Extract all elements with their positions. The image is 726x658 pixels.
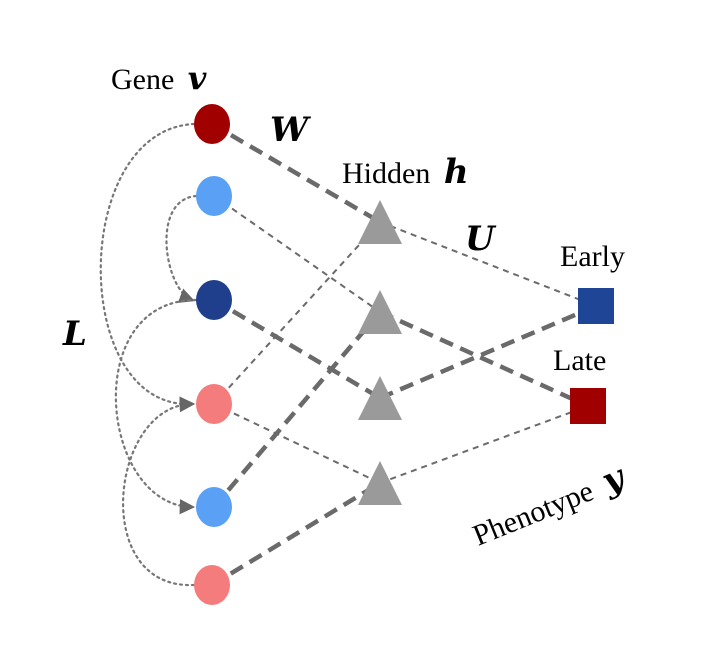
- edge-g4-h1: [213, 221, 381, 405]
- phenotype-word: Phenotype: [468, 474, 598, 552]
- hidden-node-h3: [358, 376, 402, 420]
- hidden-symbol: h: [444, 152, 469, 192]
- gene-symbol: v: [188, 59, 207, 97]
- hidden-word: Hidden: [342, 157, 430, 190]
- lateral-arrow-g3-g5: [114, 298, 198, 515]
- weight-w-label: W: [270, 110, 311, 150]
- nodes: [194, 104, 614, 605]
- lateral-arrow-g6-g4: [122, 396, 196, 587]
- phenotype-label: Phenotype y: [466, 457, 631, 555]
- gene-node-g1: [194, 104, 230, 144]
- gene-label: Gene v: [111, 59, 207, 97]
- edge-g4-h4: [213, 403, 381, 484]
- edge-g3-h3: [212, 298, 382, 400]
- lateral-arrow-g1-g4: [99, 122, 196, 413]
- gene-node-g4: [196, 384, 232, 424]
- early-label: Early: [560, 240, 625, 273]
- gene-node-g3: [196, 280, 232, 320]
- hidden-node-h2: [358, 290, 402, 334]
- svg-text:Phenotype y: Phenotype y: [466, 457, 631, 555]
- hidden-label: Hidden h: [342, 152, 469, 192]
- lateral-arrow-g2-g3: [165, 194, 198, 303]
- late-label: Late: [553, 344, 606, 377]
- edge-g5-h2: [212, 310, 382, 509]
- edge-h3-early: [379, 303, 597, 401]
- hidden-node-h4: [358, 461, 402, 505]
- edge-g1-h1: [210, 122, 382, 224]
- edge-g6-h4: [210, 481, 382, 587]
- edge-h4-late: [379, 405, 589, 484]
- output-node-late: [570, 388, 606, 424]
- weight-u-label: U: [465, 219, 497, 259]
- gene-node-g6: [194, 565, 230, 605]
- weight-connections: [210, 122, 597, 587]
- edge-h1-early: [379, 221, 597, 307]
- output-node-early: [578, 288, 614, 324]
- lateral-connections: [99, 122, 198, 587]
- edge-h2-late: [379, 309, 589, 409]
- weight-l-label: L: [62, 314, 87, 354]
- hidden-node-h1: [358, 200, 402, 244]
- phenotype-symbol: y: [595, 457, 631, 503]
- gene-word: Gene: [111, 63, 174, 96]
- edge-g2-h2: [213, 195, 381, 313]
- gene-node-g5: [196, 487, 232, 527]
- gene-node-g2: [196, 176, 232, 216]
